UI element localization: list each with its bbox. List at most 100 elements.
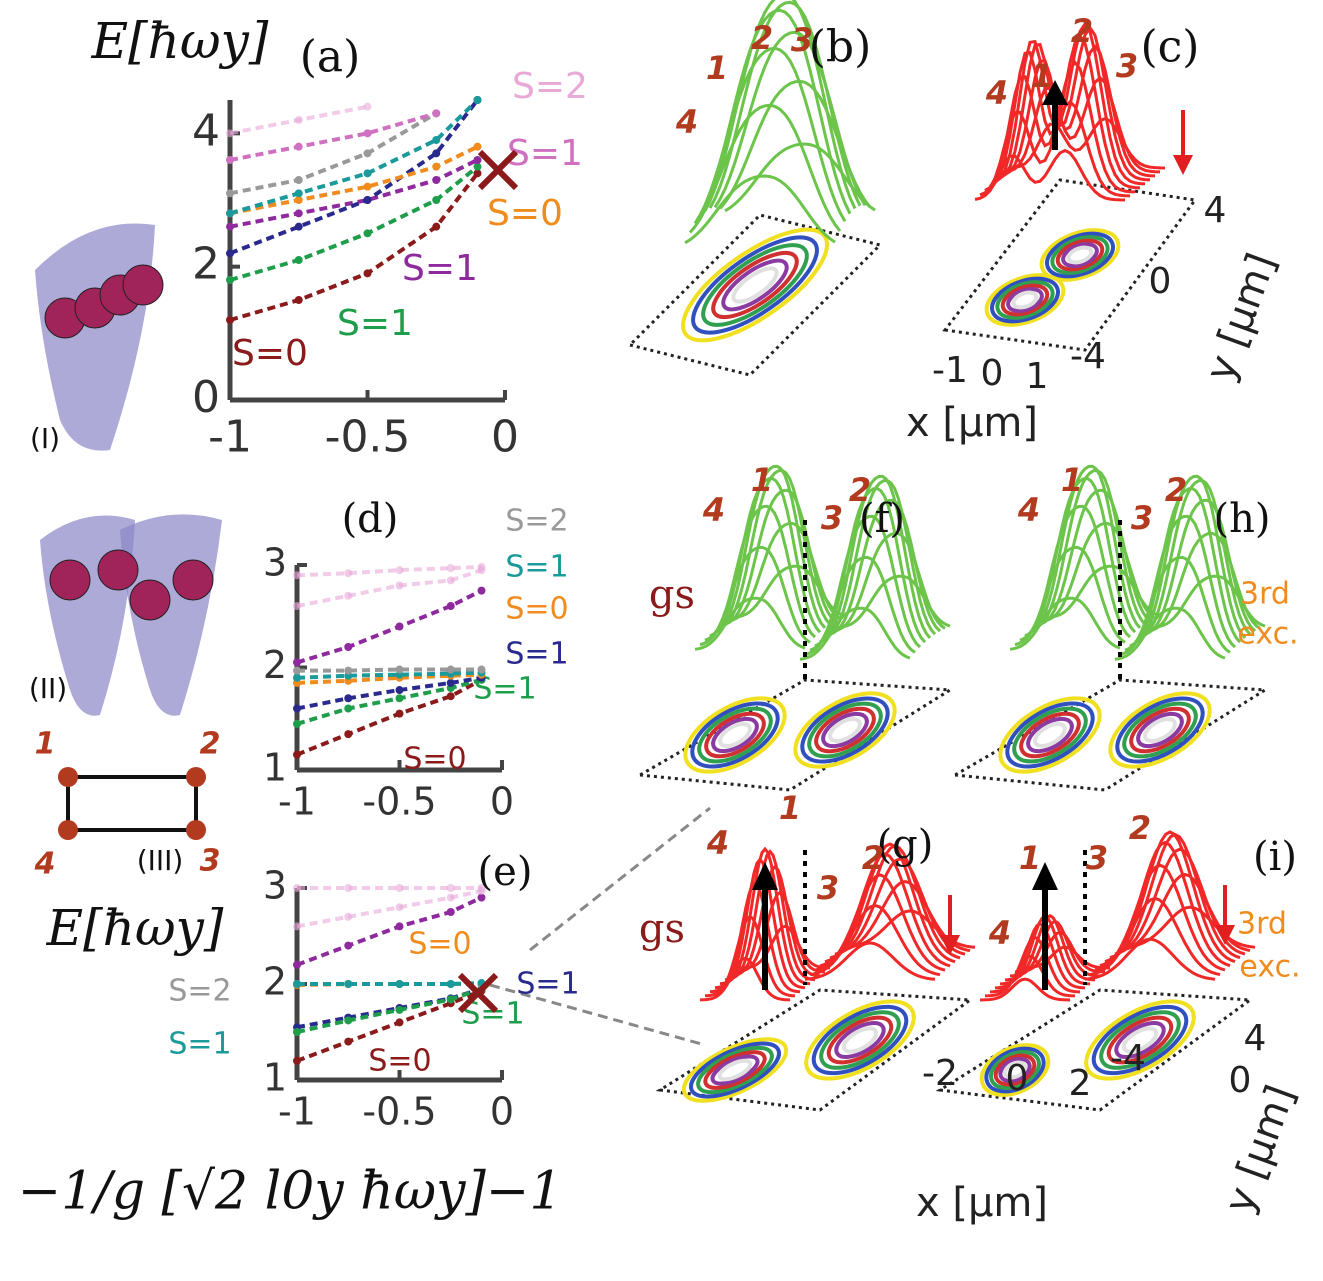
contour xyxy=(1033,722,1067,748)
contour xyxy=(990,276,1060,324)
contour xyxy=(1129,706,1191,754)
point xyxy=(344,941,353,950)
arrow-head xyxy=(940,935,960,955)
arrow-head xyxy=(752,862,778,890)
point xyxy=(363,182,372,191)
label: gs xyxy=(639,906,685,952)
contour xyxy=(689,1041,781,1099)
contour xyxy=(1066,245,1094,265)
contour xyxy=(1011,290,1039,310)
label: 2 xyxy=(1129,809,1151,847)
point xyxy=(446,908,455,916)
contour xyxy=(691,235,819,335)
surface xyxy=(734,564,846,619)
point xyxy=(395,665,404,674)
point xyxy=(473,96,482,104)
label: y [µm] xyxy=(1197,247,1285,387)
contour xyxy=(793,691,897,769)
point xyxy=(226,222,234,231)
surface xyxy=(984,954,1076,998)
label: 1 xyxy=(1019,839,1041,877)
x-tick-label: 0 xyxy=(491,412,519,463)
connector xyxy=(489,983,706,1047)
atom xyxy=(172,559,214,601)
label: x [µm] xyxy=(916,1180,1048,1226)
surface xyxy=(1024,476,1137,638)
label: (d) xyxy=(342,496,399,542)
point xyxy=(363,269,372,278)
point xyxy=(446,980,455,988)
contour xyxy=(690,701,780,769)
base-plane xyxy=(950,678,1270,792)
label: (e) xyxy=(478,849,533,895)
surface xyxy=(1124,905,1256,949)
label: x [µm] xyxy=(906,400,1038,446)
label: 1 xyxy=(751,461,773,499)
y-tick-label: 2 xyxy=(263,960,287,1004)
point xyxy=(395,686,404,695)
arrow-head xyxy=(1173,155,1193,175)
point xyxy=(395,581,404,590)
contour xyxy=(1003,1060,1027,1080)
label: 2 xyxy=(200,727,221,762)
contour xyxy=(1050,235,1110,275)
point xyxy=(293,602,301,610)
contour xyxy=(989,1050,1041,1090)
point xyxy=(293,922,301,931)
site xyxy=(58,767,78,787)
label: (a) xyxy=(300,32,361,83)
surface xyxy=(684,174,836,245)
label: (i) xyxy=(1253,834,1297,880)
label: 2 xyxy=(1165,471,1187,509)
label: exc. xyxy=(1239,950,1300,985)
site xyxy=(186,767,206,787)
surface xyxy=(1129,486,1242,648)
point xyxy=(473,162,482,171)
label: 3 xyxy=(200,844,221,879)
label: 3 xyxy=(1116,47,1138,85)
y-tick-label: 1 xyxy=(263,746,287,790)
point xyxy=(293,1028,301,1036)
point xyxy=(294,196,303,204)
contour xyxy=(1055,238,1105,272)
label: gs xyxy=(649,572,695,618)
point xyxy=(293,1056,301,1065)
point xyxy=(432,136,441,144)
contour xyxy=(1106,1015,1174,1065)
contour xyxy=(814,706,876,754)
series-label: S=2 xyxy=(505,504,568,539)
point xyxy=(294,222,303,231)
contour xyxy=(1005,701,1095,769)
point xyxy=(226,276,234,284)
surface xyxy=(703,0,857,212)
surface xyxy=(824,842,956,964)
contour xyxy=(731,266,779,304)
y-tick-label: 4 xyxy=(192,105,220,156)
base-plane xyxy=(942,178,1198,352)
point xyxy=(293,750,301,759)
connectors xyxy=(489,806,711,1047)
label: (III) xyxy=(137,844,184,877)
surface xyxy=(729,521,841,623)
contour xyxy=(998,1057,1032,1083)
point xyxy=(344,569,353,578)
point xyxy=(395,566,404,575)
point xyxy=(293,704,301,713)
point xyxy=(294,116,303,124)
point xyxy=(226,209,234,218)
base-plane xyxy=(635,678,955,792)
contour xyxy=(984,273,1066,327)
point xyxy=(293,884,301,892)
y-tick-label: 2 xyxy=(192,239,220,290)
label: 4 xyxy=(988,914,1011,952)
series-label: S=1 xyxy=(168,1027,231,1062)
surface xyxy=(1009,75,1161,174)
label: 1 xyxy=(35,727,56,762)
surface xyxy=(1019,945,1111,970)
surface xyxy=(829,498,942,636)
surface xyxy=(724,488,837,626)
point xyxy=(477,884,486,892)
point xyxy=(395,1005,404,1014)
point xyxy=(293,571,301,580)
